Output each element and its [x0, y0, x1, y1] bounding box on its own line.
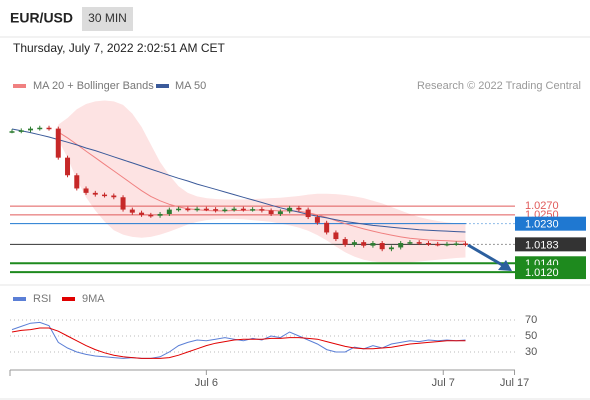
- y-tick-label: 30: [525, 346, 537, 358]
- candle-body: [139, 212, 145, 215]
- level-label: 1.0183: [525, 239, 559, 251]
- x-tick-label: Jul 17: [500, 377, 529, 389]
- symbol: EUR/USD: [10, 10, 73, 26]
- candle-body: [102, 194, 108, 197]
- candle-body: [333, 232, 339, 240]
- candle-body: [314, 217, 320, 223]
- candle-body: [305, 209, 311, 218]
- candle-body: [222, 209, 228, 212]
- level-box: [515, 265, 586, 280]
- x-tick-label: Jul 6: [195, 377, 218, 389]
- candle-body: [111, 195, 117, 198]
- legend-swatch: [156, 84, 169, 88]
- series-line: [11, 327, 466, 359]
- legend-label: MA 50: [175, 80, 206, 92]
- candle-body: [462, 243, 468, 245]
- forecast-arrow: [467, 243, 505, 268]
- level-label: 1.0230: [525, 219, 559, 231]
- candle-body: [46, 127, 52, 130]
- candle-body: [18, 130, 24, 132]
- candle-body: [55, 128, 61, 158]
- candle-body: [92, 192, 98, 195]
- candle-body: [268, 210, 274, 214]
- candle-body: [148, 214, 154, 217]
- candle-body: [444, 243, 450, 246]
- level-box: [515, 237, 586, 252]
- candle-body: [83, 188, 89, 193]
- level-label: 1.0120: [525, 267, 559, 279]
- candle-body: [388, 247, 394, 250]
- candle-body: [74, 175, 80, 189]
- legend-swatch: [62, 297, 75, 301]
- candle-body: [425, 243, 431, 245]
- price-chart: MA 20 + Bollinger Bands MA 501.02701.0250…: [9, 80, 586, 280]
- candle-body: [203, 208, 209, 211]
- candle-body: [296, 207, 302, 210]
- candle-body: [65, 157, 71, 176]
- candle-body: [370, 243, 376, 246]
- x-tick-label: Jul 7: [432, 377, 455, 389]
- level-label: 1.0270: [525, 200, 559, 212]
- candle-body: [435, 243, 441, 246]
- y-tick-label: 50: [525, 330, 537, 342]
- moving-average: [11, 128, 466, 233]
- candle-body: [185, 208, 191, 211]
- candle-body: [231, 208, 237, 211]
- rsi-panel: [0, 286, 590, 398]
- source: Research © 2022 Trading Central: [417, 80, 581, 92]
- candle-body: [166, 209, 172, 214]
- candle-body: [194, 208, 200, 211]
- candle-body: [176, 208, 182, 211]
- legend-swatch: [13, 297, 26, 301]
- candle-body: [361, 242, 367, 246]
- candle-body: [351, 242, 357, 245]
- candle-body: [277, 211, 283, 214]
- candle-body: [37, 127, 43, 130]
- candle-body: [240, 208, 246, 211]
- legend-label: RSI: [33, 293, 51, 305]
- candle-body: [250, 209, 256, 211]
- candle-body: [287, 207, 293, 212]
- rsi-chart: RSI 9MA 30 50 70 Jul 6 Jul 7 Jul 17: [9, 293, 537, 389]
- legend-label: 9MA: [82, 293, 105, 305]
- candle-body: [398, 243, 404, 248]
- candle-body: [324, 222, 330, 233]
- interval-button[interactable]: [82, 7, 133, 31]
- candle-body: [28, 128, 34, 131]
- interval-label[interactable]: 30 MIN: [88, 11, 127, 25]
- legend-swatch: [13, 84, 26, 88]
- candle-body: [379, 243, 385, 250]
- candle-body: [453, 243, 459, 245]
- forecast-arrowhead: [498, 260, 512, 271]
- candle-body: [342, 239, 348, 245]
- candle-body: [120, 197, 126, 210]
- candle-body: [407, 242, 413, 244]
- level-box: [515, 216, 586, 231]
- candle-body: [259, 209, 265, 211]
- candle-body: [157, 213, 163, 216]
- bollinger-band: [58, 100, 466, 263]
- candle-body: [129, 209, 135, 213]
- y-tick-label: 70: [525, 314, 537, 326]
- candle-body: [213, 209, 219, 211]
- candle-body: [416, 242, 422, 244]
- legend-label: MA 20 + Bollinger Bands: [33, 80, 154, 92]
- date: Thursday, July 7, 2022 2:02:51 AM CET: [13, 41, 226, 55]
- candle-body: [9, 131, 15, 133]
